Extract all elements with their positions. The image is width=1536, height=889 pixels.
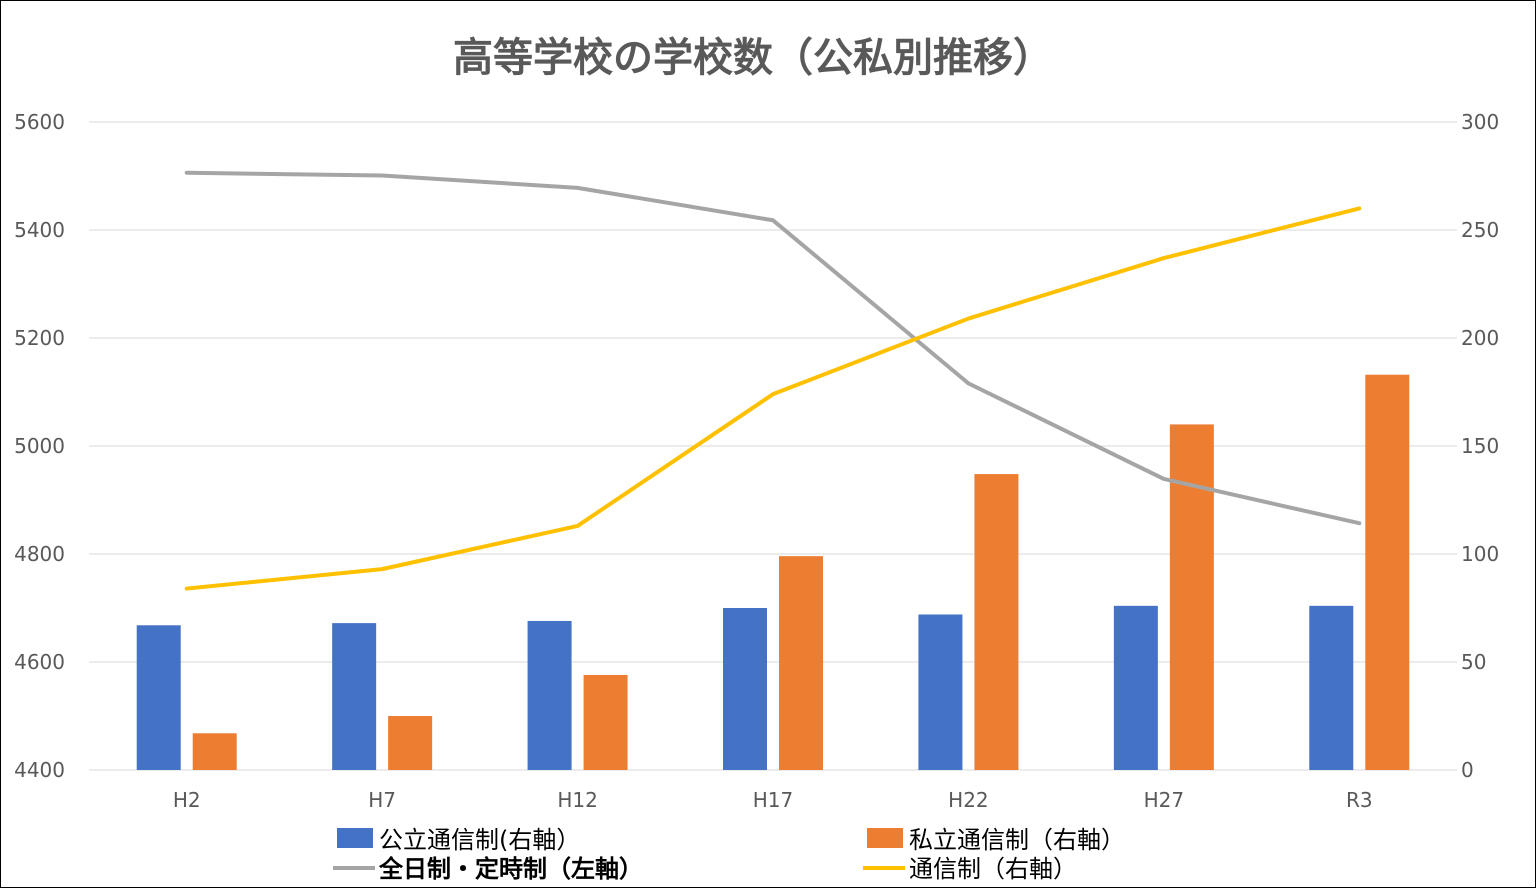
bar-private	[779, 556, 823, 770]
legend-item-correspondence: 通信制（右軸）	[863, 855, 1077, 883]
legend-item-fulltime: 全日制・定時制（左軸）	[333, 855, 643, 883]
left-tick-label: 4800	[14, 542, 65, 566]
bar-public	[527, 620, 572, 770]
right-tick-label: 150	[1461, 434, 1499, 458]
line-fulltime	[184, 170, 1362, 526]
line-correspondence	[184, 206, 1362, 591]
bar-private	[192, 733, 237, 770]
gridlines	[89, 121, 1457, 771]
bar-private	[583, 674, 628, 770]
left-tick-label: 5000	[14, 434, 65, 458]
x-tick-label: H27	[1144, 788, 1185, 812]
left-tick-label: 4400	[14, 758, 65, 782]
bar-public	[136, 625, 181, 770]
legend-swatch-public	[337, 828, 373, 848]
right-tick-label: 50	[1461, 650, 1486, 674]
left-tick-label: 5200	[14, 326, 65, 350]
lines	[184, 170, 1362, 591]
x-tick-label: H17	[753, 788, 794, 812]
x-axis: H2 H7 H12 H17 H22 H27 R3	[173, 788, 1373, 812]
bar-private	[1365, 374, 1410, 770]
bar-private	[388, 716, 433, 770]
x-tick-label: H2	[173, 788, 201, 812]
left-tick-label: 4600	[14, 650, 65, 674]
bar-private	[1169, 424, 1214, 770]
bar-public	[1113, 605, 1158, 770]
right-tick-label: 300	[1461, 110, 1499, 134]
legend-item-private: 私立通信制（右軸）	[867, 826, 1125, 854]
legend-label-private: 私立通信制（右軸）	[909, 826, 1125, 854]
bar-private	[974, 474, 1019, 770]
bar-public	[332, 623, 377, 770]
legend-label-public: 公立通信制(右軸）	[379, 826, 580, 854]
right-tick-label: 0	[1461, 758, 1474, 782]
bars	[136, 374, 1410, 770]
bar-public	[723, 608, 767, 770]
bar-public	[918, 614, 963, 770]
legend: 公立通信制(右軸） 私立通信制（右軸） 全日制・定時制（左軸） 通信制（右軸）	[333, 826, 1125, 883]
right-tick-label: 100	[1461, 542, 1499, 566]
right-tick-label: 250	[1461, 218, 1499, 242]
x-tick-label: H7	[368, 788, 396, 812]
legend-label-fulltime: 全日制・定時制（左軸）	[378, 855, 643, 883]
chart-title: 高等学校の学校数（公私別推移）	[453, 35, 1053, 81]
legend-item-public: 公立通信制(右軸）	[337, 826, 580, 854]
legend-label-correspondence: 通信制（右軸）	[909, 855, 1077, 883]
x-tick-label: R3	[1346, 788, 1373, 812]
right-axis: 0 50 100 150 200 250 300	[1461, 110, 1499, 782]
x-tick-label: H12	[557, 788, 598, 812]
legend-swatch-private	[867, 828, 903, 848]
left-tick-label: 5600	[14, 110, 65, 134]
left-tick-label: 5400	[14, 218, 65, 242]
right-tick-label: 200	[1461, 326, 1499, 350]
bar-public	[1309, 605, 1354, 770]
x-tick-label: H22	[948, 788, 989, 812]
left-axis: 4400 4600 4800 5000 5200 5400 5600	[14, 110, 65, 782]
